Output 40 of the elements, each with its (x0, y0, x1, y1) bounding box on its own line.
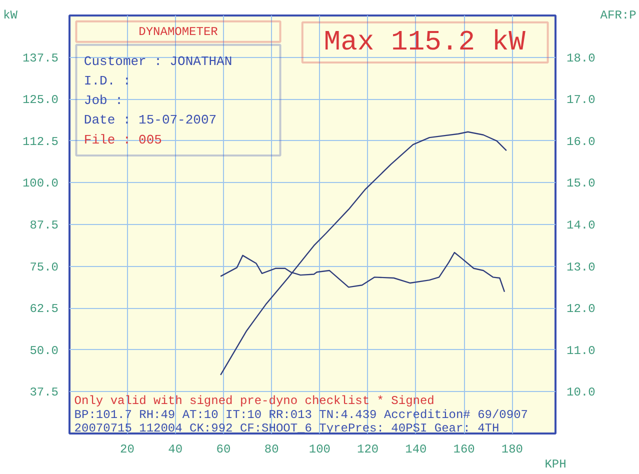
x-axis-title: KPH (544, 458, 566, 472)
y2-axis-title: AFR:P (600, 8, 636, 22)
x-tick-label: 140 (405, 442, 427, 456)
annotation: I.D. : (84, 74, 131, 89)
x-tick-label: 80 (264, 442, 279, 456)
y-tick-label: 125.0 (22, 93, 59, 108)
x-tick-label: 100 (308, 442, 331, 456)
y-tick-label: 137.5 (22, 51, 59, 66)
x-tick-label: 160 (453, 442, 475, 456)
y2-tick-label: 14.0 (566, 218, 596, 232)
y2-tick-label: 12.0 (566, 302, 596, 316)
y2-tick-label: 13.0 (566, 260, 596, 274)
y-tick-label: 50.0 (30, 344, 59, 358)
y-tick-label: 112.5 (22, 134, 59, 149)
x-tick-label: 40 (168, 442, 183, 456)
x-tick-label: 20 (120, 442, 134, 456)
y2-tick-label: 10.0 (566, 386, 596, 400)
y-tick-label: 62.5 (30, 302, 59, 316)
x-tick-label: 60 (216, 442, 231, 456)
y-tick-label: 37.5 (30, 386, 59, 400)
y2-tick-label: 17.0 (566, 93, 596, 108)
y-tick-label: 87.5 (30, 218, 59, 232)
annotation: File : 005 (84, 132, 162, 148)
chart-title: Max 115.2 kW (324, 27, 526, 58)
annotation: DYNAMOMETER (138, 25, 218, 40)
annotation: BP:101.7 RH:49 AT:10 IT:10 RR:013 TN:4.439 Accredition# 69/0907 (74, 408, 528, 422)
y2-tick-label: 11.0 (566, 344, 596, 358)
y2-tick-label: 15.0 (566, 176, 596, 191)
y-tick-label: 100.0 (22, 176, 59, 191)
annotation: Job : (84, 93, 123, 108)
y-axis-title: kW (3, 8, 18, 22)
line-series (220, 131, 508, 376)
y2-tick-label: 18.0 (566, 51, 596, 66)
annotation: Date : 15-07-2007 (84, 112, 217, 128)
y2-tick-label: 16.0 (566, 134, 596, 149)
annotation: Only valid with signed pre-dyno checklist * Signed (74, 394, 434, 408)
x-tick-label: 180 (501, 442, 523, 456)
y-tick-label: 75.0 (30, 260, 59, 274)
x-tick-label: 120 (357, 442, 379, 456)
annotation: Customer : JONATHAN (84, 54, 232, 70)
